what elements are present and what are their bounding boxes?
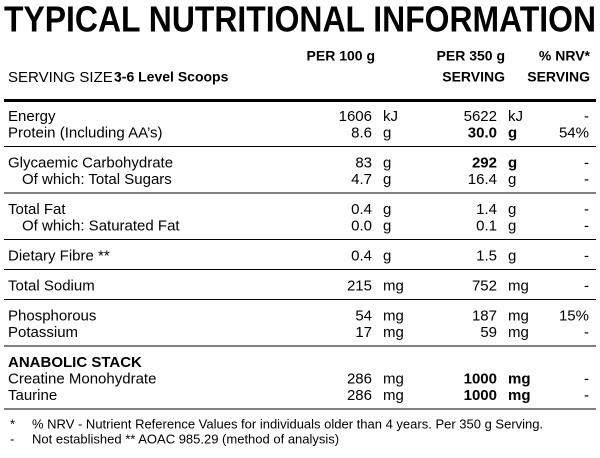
unit-per-serving: mg <box>508 307 529 324</box>
nrv: - <box>584 324 589 341</box>
nrv: - <box>584 387 589 404</box>
value-per-100g: 286 <box>347 387 372 404</box>
nutrient-name: Of which: Total Sugars <box>22 171 172 188</box>
unit-per-100g: mg <box>383 370 404 387</box>
value-per-100g: 4.7 <box>351 171 372 188</box>
nutrient-name: Total Sodium <box>8 277 95 294</box>
unit-per-100g: g <box>383 217 391 234</box>
column-header: % NRV* <box>539 48 591 64</box>
column-header: SERVING <box>527 69 590 85</box>
nrv: - <box>584 277 589 294</box>
value-per-serving: 1.4 <box>476 201 497 218</box>
unit-per-serving: mg <box>508 370 531 387</box>
unit-per-100g: kJ <box>383 108 398 125</box>
unit-per-serving: g <box>508 217 516 234</box>
value-per-serving: 1000 <box>464 370 497 387</box>
nrv: - <box>584 154 589 171</box>
unit-per-serving: g <box>508 154 517 171</box>
nutrient-name: Potassium <box>8 324 78 341</box>
unit-per-serving: kJ <box>508 108 523 125</box>
nutrient-name: Phosphorous <box>8 307 96 324</box>
value-per-100g: 8.6 <box>351 124 372 141</box>
unit-per-100g: mg <box>383 324 404 341</box>
unit-per-100g: mg <box>383 387 404 404</box>
nutrient-name: Glycaemic Carbohydrate <box>8 154 173 171</box>
thick-rule <box>4 99 596 102</box>
nrv: 54% <box>559 124 589 141</box>
value-per-serving: 1.5 <box>476 247 497 264</box>
column-header: PER 350 g <box>437 48 505 64</box>
nutrient-name: Of which: Saturated Fat <box>22 217 180 234</box>
section-heading: ANABOLIC STACK <box>8 354 142 371</box>
unit-per-serving: mg <box>508 387 531 404</box>
nrv: - <box>584 217 589 234</box>
nutrient-name: Dietary Fibre ** <box>8 247 110 264</box>
unit-per-100g: g <box>383 171 391 188</box>
value-per-100g: 215 <box>347 277 372 294</box>
unit-per-serving: g <box>508 124 517 141</box>
value-per-100g: 286 <box>347 370 372 387</box>
value-per-serving: 752 <box>472 277 497 294</box>
unit-per-serving: g <box>508 171 516 188</box>
column-header: SERVING <box>442 69 505 85</box>
nutrient-name: Creatine Monohydrate <box>8 370 156 387</box>
nrv: 15% <box>559 307 589 324</box>
nrv: - <box>584 108 589 125</box>
value-per-serving: 16.4 <box>468 171 497 188</box>
value-per-serving: 292 <box>472 154 497 171</box>
nutrient-name: Total Fat <box>8 201 66 218</box>
value-per-serving: 0.1 <box>476 217 497 234</box>
value-per-serving: 1000 <box>464 387 497 404</box>
unit-per-serving: mg <box>508 324 529 341</box>
unit-per-100g: g <box>383 247 391 264</box>
nrv: - <box>584 201 589 218</box>
value-per-100g: 83 <box>355 154 372 171</box>
value-per-serving: 59 <box>480 324 497 341</box>
unit-per-100g: g <box>383 124 391 141</box>
footnote-text: % NRV - Nutrient Reference Values for in… <box>32 416 543 431</box>
value-per-serving: 187 <box>472 307 497 324</box>
serving-label: SERVING SIZE : <box>8 69 121 86</box>
unit-per-100g: g <box>383 154 391 171</box>
nrv: - <box>584 171 589 188</box>
value-per-100g: 54 <box>355 307 372 324</box>
unit-per-serving: g <box>508 247 516 264</box>
unit-per-100g: mg <box>383 307 404 324</box>
footnote-mark: - <box>10 431 14 446</box>
footnote-mark: * <box>10 416 15 431</box>
nutrient-name: Taurine <box>8 387 57 404</box>
value-per-serving: 5622 <box>464 108 497 125</box>
value-per-100g: 0.4 <box>351 201 372 218</box>
value-per-100g: 0.4 <box>351 247 372 264</box>
value-per-100g: 0.0 <box>351 217 372 234</box>
title: TYPICAL NUTRITIONAL INFORMATION <box>4 0 596 40</box>
unit-per-100g: mg <box>383 277 404 294</box>
nrv: - <box>584 370 589 387</box>
footnote-text: Not established ** AOAC 985.29 (method o… <box>32 431 339 446</box>
nutrient-name: Energy <box>8 108 56 125</box>
unit-per-serving: g <box>508 201 516 218</box>
nutrient-name: Protein (Including AA’s) <box>8 124 163 141</box>
value-per-serving: 30.0 <box>468 124 497 141</box>
column-header: PER 100 g <box>307 48 375 64</box>
nrv: - <box>584 247 589 264</box>
value-per-100g: 1606 <box>339 108 372 125</box>
unit-per-100g: g <box>383 201 391 218</box>
value-per-100g: 17 <box>355 324 372 341</box>
serving-value: 3-6 Level Scoops <box>114 69 229 85</box>
unit-per-serving: mg <box>508 277 529 294</box>
